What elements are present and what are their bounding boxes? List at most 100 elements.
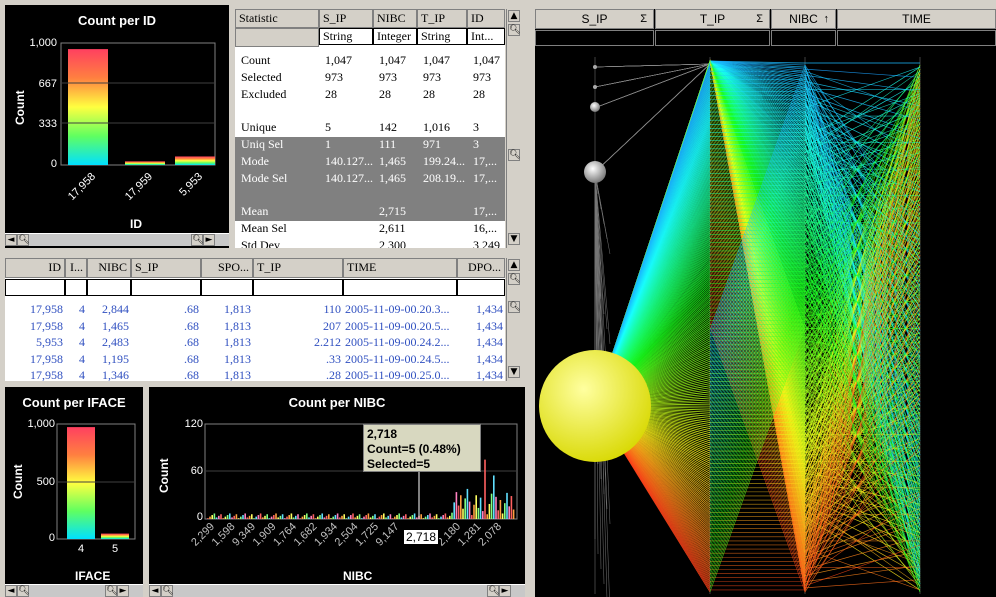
table-row[interactable]: 5,953 4 2,483 .68 1,813 2.212 2005-11-09-00.24… [5,335,505,352]
bar[interactable] [433,515,436,519]
scroll-left-button[interactable]: ◄ [5,234,17,246]
bar[interactable] [484,459,486,519]
bar[interactable] [233,515,235,519]
s-ip-sphere[interactable] [593,85,597,89]
zoom-icon[interactable]: 🔍︎ [508,273,521,285]
bar[interactable] [374,514,376,519]
bar[interactable] [334,515,337,519]
scroll-down-button[interactable]: ▼ [508,366,520,378]
bar[interactable] [383,513,385,519]
bar[interactable] [495,496,497,519]
axis-filter[interactable] [771,30,836,46]
bar[interactable] [292,517,295,519]
zoom-icon[interactable]: 🔍︎ [161,585,174,597]
bar[interactable] [209,516,211,519]
axis-header-nibc[interactable]: NIBC ↑ [771,9,836,29]
stats-row[interactable]: Mode 140.127... 1,465 199.24... 17,... [235,153,505,171]
bar[interactable] [220,514,222,519]
bar[interactable] [240,516,242,519]
bar[interactable] [253,518,255,519]
bar[interactable] [354,517,356,519]
zoom-icon[interactable]: 🔍︎ [487,585,500,597]
bar[interactable] [453,502,455,519]
horizontal-scrollbar[interactable]: ◄ 🔍︎ 🔍︎ ► [5,233,229,246]
bar[interactable] [490,493,493,519]
column-header[interactable]: ID [467,9,505,28]
bar[interactable] [427,515,429,519]
bar[interactable] [297,514,299,519]
bar[interactable] [306,513,308,519]
bar[interactable] [319,515,321,519]
column-header[interactable]: T_IP [417,9,467,28]
scroll-left-button[interactable]: ◄ [5,585,17,597]
bar[interactable] [347,516,350,519]
bar[interactable] [299,518,301,519]
stats-row[interactable] [235,103,505,120]
column-header[interactable]: I... [65,258,87,278]
scroll-right-button[interactable]: ► [203,234,215,246]
bar[interactable] [246,517,249,519]
bar[interactable] [356,515,359,519]
column-header[interactable]: TIME [343,258,457,278]
bar[interactable] [222,518,224,519]
bar[interactable] [286,516,288,519]
bar[interactable] [402,515,405,519]
bar[interactable] [396,515,398,519]
bar[interactable] [416,517,418,519]
zoom-icon[interactable]: 🔍︎ [17,234,30,246]
table-row[interactable]: 17,958 4 1,346 .68 1,813 .28 2005-11-09-00.25.… [5,368,505,381]
bar[interactable] [323,517,326,519]
bar[interactable] [295,515,297,519]
column-header[interactable]: DPO... [457,258,505,278]
bar[interactable] [413,513,416,519]
bar[interactable] [365,515,367,519]
scroll-right-button[interactable]: ► [117,585,129,597]
zoom-icon[interactable]: 🔍︎ [508,149,521,161]
bar[interactable] [358,514,361,519]
bar[interactable] [352,513,354,519]
stats-row[interactable]: Mean 2,715 17,... [235,204,505,222]
bar[interactable] [471,515,473,519]
bar[interactable] [479,497,482,519]
column-filter[interactable] [201,279,253,296]
bar[interactable] [237,518,240,519]
scroll-down-button[interactable]: ▼ [508,233,520,245]
column-filter[interactable] [253,279,343,296]
bar[interactable] [482,511,484,519]
bar[interactable] [281,514,284,519]
bar[interactable] [213,513,216,519]
bar[interactable] [451,512,453,519]
bar[interactable] [510,496,513,519]
bar[interactable] [367,513,370,519]
zoom-icon[interactable]: 🔍︎ [17,585,30,597]
bar[interactable] [330,518,332,519]
axis-header-s_ip[interactable]: S_IP Σ [535,9,654,29]
column-header[interactable]: SPO... [201,258,253,278]
bar[interactable] [308,517,310,519]
bar[interactable] [464,498,466,519]
table-row[interactable]: 17,958 4 2,844 .68 1,813 110 2005-11-09-00.20.… [5,302,505,319]
bar[interactable] [473,504,475,519]
bar[interactable] [290,513,293,519]
stats-vertical-scrollbar[interactable]: ▲ 🔍︎ 🔍︎ ▼ [506,9,522,248]
scroll-right-button[interactable]: ► [499,585,511,597]
bar[interactable] [405,514,407,519]
s-ip-sphere[interactable] [593,65,597,69]
bar[interactable] [275,513,277,519]
column-header[interactable]: T_IP [253,258,343,278]
table-row[interactable]: 17,958 4 1,465 .68 1,813 207 2005-11-09-00.20.… [5,319,505,336]
bar[interactable] [380,515,383,519]
records-vertical-scrollbar[interactable]: ▲ 🔍︎ 🔍︎ ▼ [506,258,522,381]
bar[interactable] [211,515,213,519]
bar[interactable] [345,518,348,519]
bar[interactable] [279,515,282,519]
column-filter[interactable] [457,279,505,296]
column-header[interactable]: NIBC [87,258,131,278]
bar[interactable] [486,514,488,519]
bar[interactable] [512,509,515,520]
sort-icon[interactable]: ↑ [823,13,830,25]
s-ip-sphere[interactable] [590,102,600,112]
bar[interactable] [506,492,508,519]
horizontal-scrollbar[interactable]: ◄ 🔍︎ 🔍︎ ► [149,584,525,597]
scroll-up-button[interactable]: ▲ [508,10,520,22]
